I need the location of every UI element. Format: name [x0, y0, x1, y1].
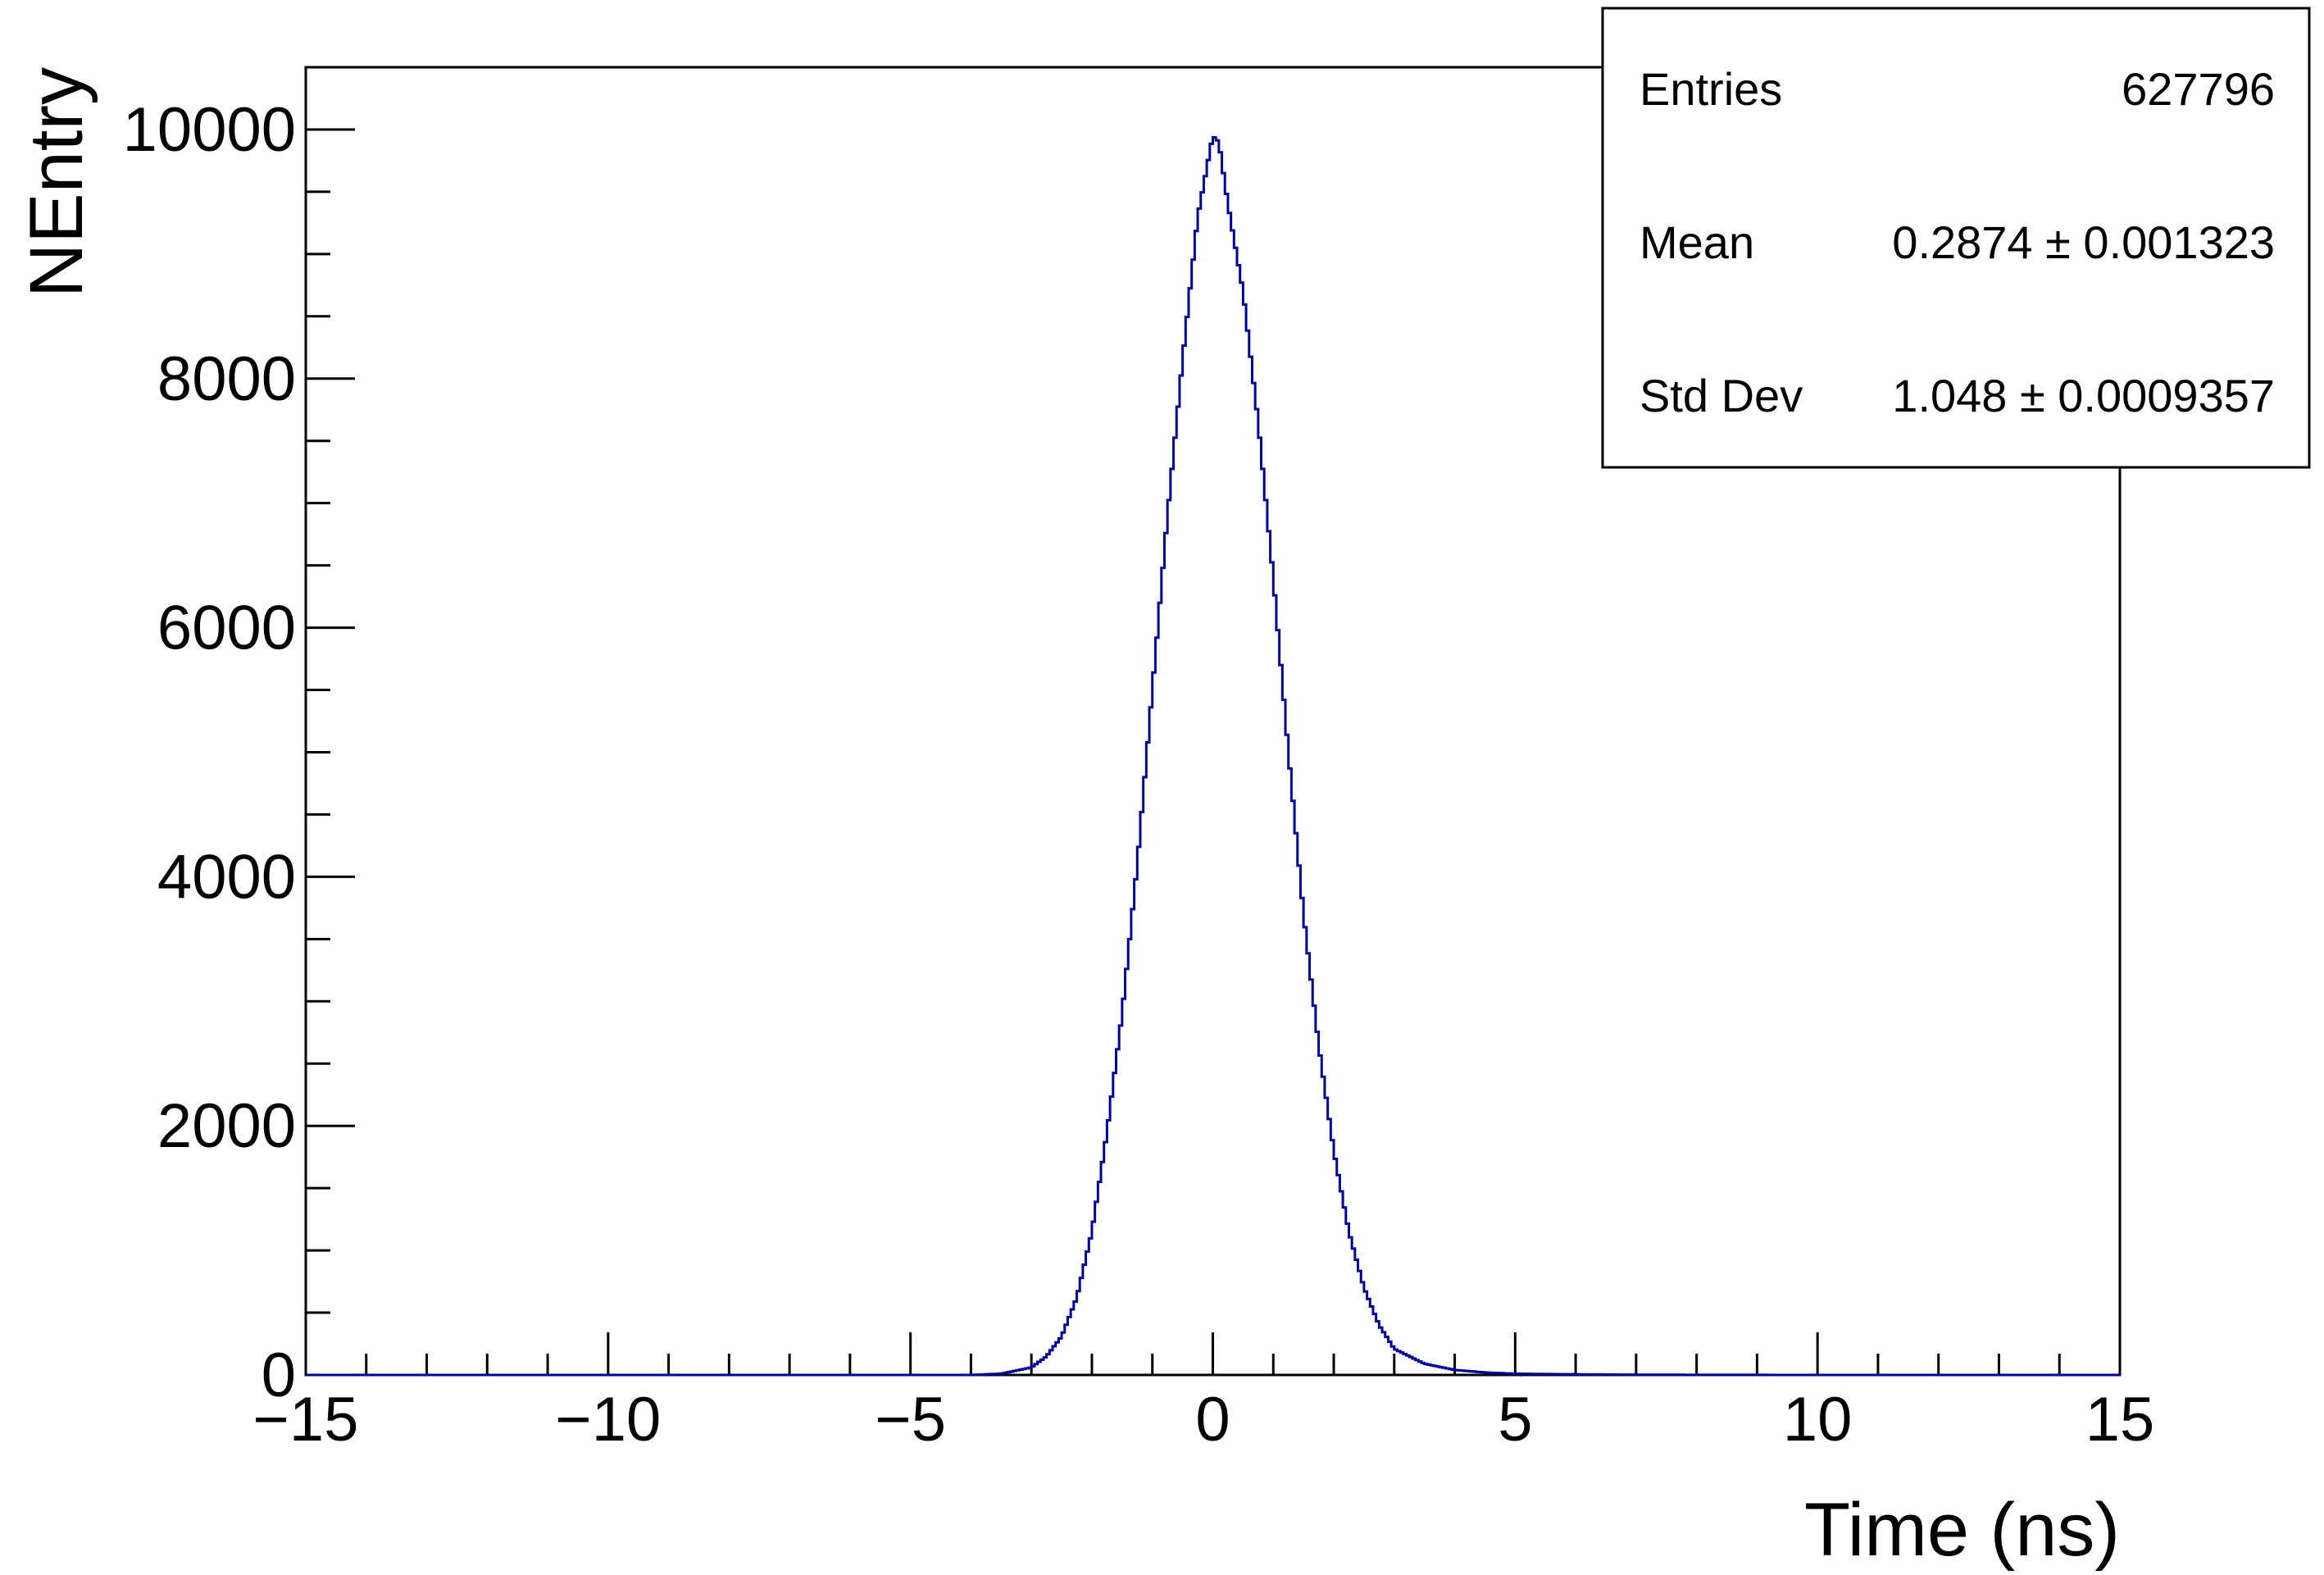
stats-mean-value: 0.2874 ± 0.001323 — [1892, 216, 2275, 268]
stats-stddev-label: Std Dev — [1640, 370, 1803, 421]
y-tick-label: 4000 — [157, 842, 296, 912]
x-tick-label: 5 — [1498, 1385, 1532, 1454]
y-tick-label: 0 — [262, 1341, 296, 1410]
x-axis-title: Time (ns) — [1804, 1488, 2120, 1572]
y-axis-title: NEntry — [15, 67, 98, 298]
stats-stddev-value: 1.048 ± 0.0009357 — [1892, 370, 2275, 421]
x-tick-label: 0 — [1195, 1385, 1230, 1454]
y-axis: 0 2000 4000 6000 8000 10000 — [123, 66, 355, 1410]
x-tick-label: 10 — [1783, 1385, 1853, 1454]
x-tick-label: 15 — [2085, 1385, 2155, 1454]
x-tick-label: −15 — [253, 1385, 359, 1454]
histogram-series-line — [306, 135, 2120, 1377]
x-tick-label: −5 — [875, 1385, 946, 1454]
stats-box: Entries 627796 Mean 0.2874 ± 0.001323 St… — [1601, 7, 2311, 469]
y-tick-label: 2000 — [157, 1091, 296, 1161]
y-tick-label: 8000 — [157, 344, 296, 414]
x-axis: −15 −10 −5 0 5 10 15 — [253, 1332, 2155, 1454]
stats-box-frame — [1601, 7, 2311, 469]
stats-entries-label: Entries — [1640, 63, 1782, 115]
y-tick-label: 10000 — [123, 95, 296, 165]
stats-entries-value: 627796 — [2122, 63, 2275, 115]
x-tick-label: −10 — [555, 1385, 661, 1454]
y-tick-label: 6000 — [157, 594, 296, 663]
stats-mean-label: Mean — [1640, 216, 1754, 268]
